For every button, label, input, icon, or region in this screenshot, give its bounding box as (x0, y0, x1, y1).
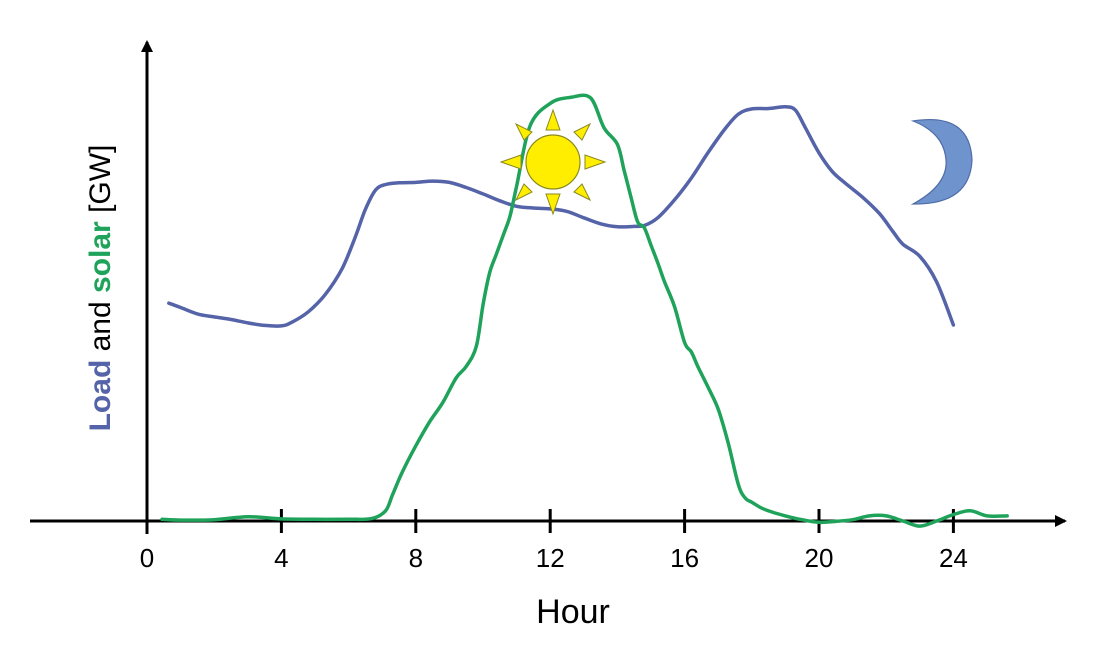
x-tick-label-20: 20 (805, 543, 834, 573)
series-line-solar (160, 93, 1009, 528)
x-tick-label-0: 0 (140, 543, 154, 573)
y-axis-title: Load and solar [GW] (84, 145, 117, 432)
x-axis-title: Hour (536, 593, 610, 631)
x-tick-label-24: 24 (939, 543, 968, 573)
x-tick-label-8: 8 (409, 543, 423, 573)
series-line-load (167, 105, 956, 328)
x-tick-label-16: 16 (670, 543, 699, 573)
y-axis-title-part: Load (84, 360, 117, 432)
x-tick-labels: 0 4 8 12 16 20 24 (140, 543, 968, 573)
x-tick-label-4: 4 (274, 543, 288, 573)
x-tick-label-12: 12 (536, 543, 565, 573)
y-axis-title-part: and (84, 293, 117, 360)
y-axis-title-part: [GW] (84, 145, 117, 222)
sun-icon (499, 108, 607, 216)
y-axis-title-part: solar (84, 221, 117, 293)
crescent-moon-icon (910, 119, 973, 205)
